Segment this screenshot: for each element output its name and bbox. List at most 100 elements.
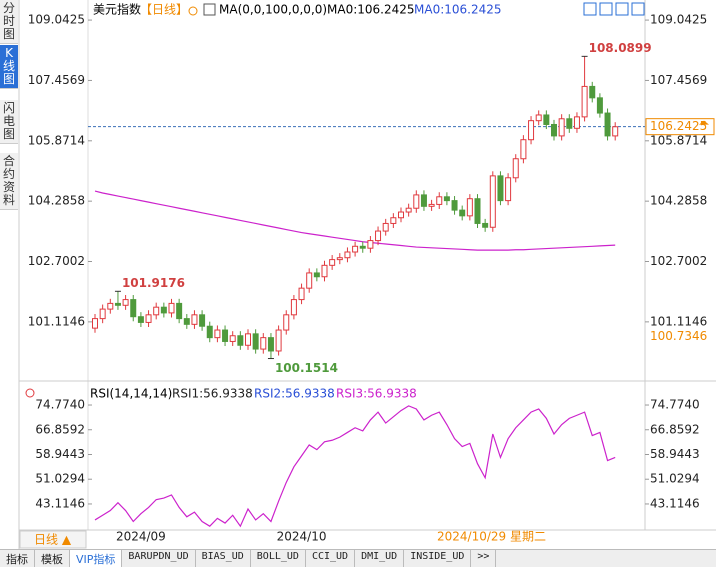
candle-body bbox=[390, 217, 397, 224]
y-tick-label: 101.1146 bbox=[28, 314, 85, 328]
tool-icon[interactable] bbox=[599, 2, 613, 16]
y-tick-label: 109.0425 bbox=[650, 13, 707, 27]
candle-body bbox=[99, 308, 106, 320]
y-tick-label: 107.4569 bbox=[650, 73, 707, 87]
candle-body bbox=[459, 209, 466, 217]
rsi-tick-label: 66.8592 bbox=[35, 422, 85, 436]
y-tick-label: 104.2858 bbox=[28, 194, 85, 208]
side-tab[interactable]: 合约资料 bbox=[0, 153, 18, 210]
candle-body bbox=[191, 314, 198, 325]
candle-body bbox=[443, 196, 450, 202]
cursor-date: 2024/10/29 星期二 bbox=[437, 530, 546, 544]
candle-body bbox=[375, 230, 382, 242]
candle-body bbox=[436, 196, 443, 205]
side-tab[interactable]: K线图 bbox=[0, 45, 18, 89]
annotation: 108.0899 bbox=[589, 41, 652, 55]
rsi-legend: RSI1:56.9338 bbox=[172, 387, 253, 401]
candle-body bbox=[183, 318, 190, 325]
legend: MA(0,0,100,0,0,0) bbox=[219, 3, 327, 17]
candle-body bbox=[581, 85, 588, 118]
rsi-tick-label: 58.9443 bbox=[35, 447, 85, 461]
candle-body bbox=[176, 302, 183, 320]
period: 【日线】 bbox=[140, 3, 188, 17]
candle-body bbox=[229, 335, 236, 342]
tab[interactable]: BOLL_UD bbox=[251, 550, 306, 567]
rsi-tick-label: 74.7740 bbox=[35, 398, 85, 412]
y-tick-label: 109.0425 bbox=[28, 13, 85, 27]
side-tab[interactable]: 闪电图 bbox=[0, 100, 18, 144]
candle-body bbox=[252, 333, 259, 350]
rsi-tick-label: 43.1146 bbox=[35, 496, 85, 510]
legend: MA0:106.2425 bbox=[414, 3, 502, 17]
candle-body bbox=[420, 194, 427, 207]
candle-body bbox=[566, 118, 573, 129]
candle-body bbox=[505, 177, 512, 202]
side-tab[interactable]: 分时图 bbox=[0, 0, 18, 44]
tab[interactable]: 指标 bbox=[0, 550, 35, 567]
ma-line bbox=[94, 190, 616, 251]
candle-body bbox=[489, 175, 496, 228]
tool-icon[interactable] bbox=[631, 2, 645, 16]
tab[interactable]: VIP指标 bbox=[70, 550, 123, 567]
candle-body bbox=[336, 257, 343, 261]
candle-body bbox=[329, 259, 336, 266]
price-box bbox=[645, 118, 715, 136]
candle-body bbox=[558, 118, 565, 137]
candle-body bbox=[497, 175, 504, 202]
candle-body bbox=[107, 302, 114, 310]
tab[interactable]: CCI_UD bbox=[306, 550, 356, 567]
candle-body bbox=[512, 158, 519, 179]
candle-body bbox=[237, 335, 244, 346]
tab[interactable]: 模板 bbox=[35, 550, 70, 567]
tab-bar: 指标 模板 VIP指标 BARUPDN_UD BIAS_UD BOLL_UD CCI_UD D… bbox=[0, 549, 716, 567]
rsi-tick-label: 74.7740 bbox=[650, 398, 700, 412]
chart-title: 美元指数 bbox=[93, 2, 141, 17]
icon[interactable] bbox=[203, 3, 216, 16]
candle-body bbox=[359, 245, 366, 249]
annotation: 100.1514 bbox=[275, 361, 338, 375]
candle-body bbox=[474, 198, 481, 224]
icon[interactable] bbox=[25, 388, 35, 398]
rsi-legend: RSI2:56.9338 bbox=[254, 387, 335, 401]
tab[interactable]: INSIDE_UD bbox=[404, 550, 472, 567]
candle-body bbox=[290, 299, 297, 316]
candle-body bbox=[573, 116, 580, 129]
tab[interactable]: BIAS_UD bbox=[196, 550, 251, 567]
tab[interactable]: >> bbox=[471, 550, 497, 567]
tool-icon[interactable] bbox=[615, 2, 629, 16]
rsi-line bbox=[94, 405, 616, 528]
icon[interactable] bbox=[188, 6, 198, 16]
candle-body bbox=[543, 114, 550, 125]
tab[interactable]: DMI_UD bbox=[355, 550, 405, 567]
rsi-tick-label: 43.1146 bbox=[650, 496, 700, 510]
candle-body bbox=[413, 194, 420, 209]
tab[interactable]: BARUPDN_UD bbox=[122, 550, 196, 567]
chart: 美元指数 【日线】 MA(0,0,100,0,0,0) MA0:106.2425… bbox=[18, 0, 716, 549]
candle-body bbox=[145, 314, 152, 323]
candle-body bbox=[130, 299, 137, 318]
candle-body bbox=[245, 333, 251, 346]
candle-body bbox=[520, 139, 527, 160]
candle-body bbox=[92, 318, 98, 329]
candle-body bbox=[604, 112, 611, 137]
candle-body bbox=[298, 287, 305, 301]
candle-body bbox=[275, 329, 282, 352]
candle-body bbox=[451, 200, 458, 211]
candle-body bbox=[528, 120, 535, 141]
candle-body bbox=[260, 337, 267, 350]
candle-body bbox=[535, 114, 542, 122]
x-tick-label: 2024/09 bbox=[116, 530, 166, 544]
rsi-tick-label: 66.8592 bbox=[650, 422, 700, 436]
candle-body bbox=[352, 245, 359, 253]
rsi-legend: RSI3:56.9338 bbox=[336, 387, 417, 401]
candle-body bbox=[405, 207, 412, 213]
tool-icon[interactable] bbox=[583, 2, 597, 16]
period-button-label[interactable]: 日线 ▲ bbox=[34, 533, 72, 547]
candle-body bbox=[551, 123, 557, 137]
x-tick-label: 2024/10 bbox=[277, 530, 327, 544]
candle-body bbox=[206, 325, 213, 339]
period-button[interactable] bbox=[19, 530, 87, 549]
candle-body bbox=[199, 314, 206, 327]
legend: MA0:106.2425 bbox=[327, 3, 415, 17]
